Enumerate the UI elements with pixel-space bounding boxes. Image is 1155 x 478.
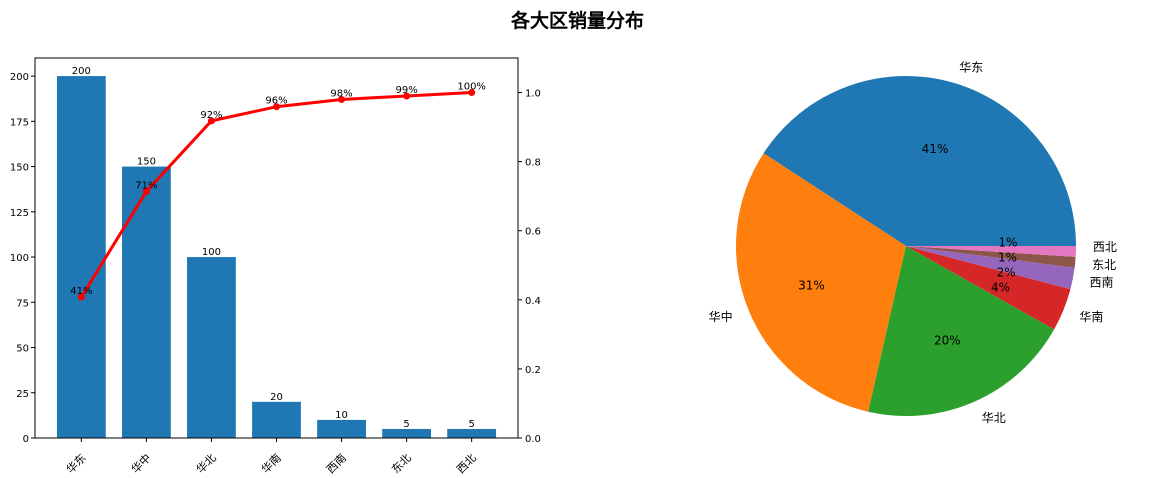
y2-tick-label: 0.6 — [525, 227, 541, 238]
bar-value-label: 20 — [270, 392, 283, 403]
bar — [56, 76, 106, 438]
bar-value-label: 100 — [202, 247, 221, 258]
y-tick-label: 150 — [10, 163, 29, 174]
pie-category-label: 华东 — [959, 61, 983, 75]
cumulative-point — [77, 293, 85, 301]
pie-category-label: 华南 — [1079, 309, 1103, 324]
pie-slice — [906, 246, 1075, 290]
y-tick-label: 200 — [10, 72, 29, 83]
pie-category-label: 华北 — [982, 411, 1006, 425]
cumulative-label: 96% — [265, 96, 287, 107]
cumulative-label: 92% — [200, 110, 222, 121]
y2-tick-label: 0.8 — [525, 158, 541, 169]
cumulative-point — [403, 92, 411, 100]
pie-pct-label: 20% — [934, 333, 961, 347]
bar-value-label: 200 — [72, 66, 91, 77]
bar-value-label: 150 — [137, 157, 156, 168]
y2-tick-label: 0.2 — [525, 365, 541, 376]
pie-slice — [906, 246, 1071, 330]
y-tick-label: 25 — [16, 389, 29, 400]
bar-value-label: 5 — [403, 419, 409, 430]
chart-title: 各大区销量分布 — [510, 10, 644, 32]
x-tick-label: 华中 — [128, 451, 153, 476]
y-tick-label: 75 — [16, 298, 29, 309]
x-tick-label: 华北 — [193, 451, 218, 476]
cumulative-point — [142, 187, 150, 195]
y-tick-label: 100 — [10, 253, 29, 264]
pie-pct-label: 1% — [998, 235, 1017, 249]
y-tick-label: 50 — [16, 344, 29, 355]
y-tick-label: 175 — [10, 117, 29, 128]
bar — [382, 428, 431, 438]
pie-slice — [906, 246, 1076, 257]
pie-slice — [763, 76, 1076, 247]
pie-slice — [906, 246, 1076, 268]
bar — [447, 428, 497, 438]
bar-value-label: 10 — [335, 410, 348, 421]
cumulative-point — [273, 103, 280, 111]
pie-pct-label: 4% — [991, 280, 1010, 294]
bar — [122, 166, 171, 439]
pie-category-label: 西北 — [1093, 240, 1117, 254]
plot-frame — [34, 57, 519, 439]
bar — [317, 419, 366, 438]
cumulative-point — [207, 117, 215, 125]
pie-pct-label: 31% — [798, 278, 825, 292]
pie-category-label: 东北 — [1092, 258, 1116, 272]
x-tick-label: 西南 — [324, 451, 349, 476]
cumulative-label: 41% — [70, 286, 92, 297]
pie-category-label: 西南 — [1090, 275, 1114, 290]
y-tick-label: 125 — [10, 208, 29, 219]
x-tick-label: 东北 — [389, 451, 414, 476]
cumulative-point — [468, 89, 476, 97]
pie-category-label: 华中 — [709, 309, 733, 324]
pie-slice — [736, 153, 906, 412]
pie-pct-label: 41% — [922, 142, 949, 156]
pie-pct-label: 2% — [997, 265, 1016, 279]
bar — [187, 257, 236, 438]
pie-slice — [868, 246, 1055, 416]
y2-tick-label: 1.0 — [525, 89, 541, 100]
x-tick-label: 西北 — [454, 451, 479, 476]
pie-pct-label: 1% — [998, 250, 1017, 264]
cumulative-label: 98% — [330, 88, 352, 99]
y2-tick-label: 0.0 — [525, 434, 541, 445]
cumulative-label: 71% — [135, 180, 157, 191]
y-tick-label: 0 — [23, 434, 29, 445]
x-tick-label: 华东 — [63, 451, 88, 476]
y2-tick-label: 0.4 — [525, 296, 541, 307]
x-tick-label: 华南 — [258, 451, 283, 476]
cumulative-point — [338, 95, 346, 103]
bar-value-label: 5 — [468, 419, 474, 430]
cumulative-label: 99% — [395, 85, 417, 96]
bar — [252, 401, 301, 438]
cumulative-label: 100% — [457, 82, 486, 93]
